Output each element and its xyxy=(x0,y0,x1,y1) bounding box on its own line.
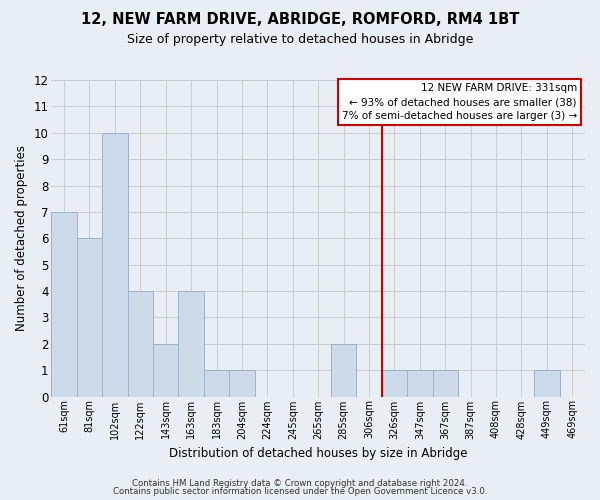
Text: Contains HM Land Registry data © Crown copyright and database right 2024.: Contains HM Land Registry data © Crown c… xyxy=(132,478,468,488)
Bar xyxy=(229,370,254,396)
Bar xyxy=(433,370,458,396)
Bar xyxy=(407,370,433,396)
Bar xyxy=(52,212,77,396)
Bar xyxy=(153,344,178,397)
Bar xyxy=(331,344,356,397)
Bar xyxy=(102,133,128,396)
Bar xyxy=(534,370,560,396)
X-axis label: Distribution of detached houses by size in Abridge: Distribution of detached houses by size … xyxy=(169,447,467,460)
Text: 12 NEW FARM DRIVE: 331sqm
← 93% of detached houses are smaller (38)
7% of semi-d: 12 NEW FARM DRIVE: 331sqm ← 93% of detac… xyxy=(342,83,577,121)
Bar xyxy=(128,291,153,397)
Bar xyxy=(77,238,102,396)
Bar xyxy=(204,370,229,396)
Text: Size of property relative to detached houses in Abridge: Size of property relative to detached ho… xyxy=(127,32,473,46)
Bar xyxy=(382,370,407,396)
Bar xyxy=(178,291,204,397)
Text: Contains public sector information licensed under the Open Government Licence v3: Contains public sector information licen… xyxy=(113,487,487,496)
Y-axis label: Number of detached properties: Number of detached properties xyxy=(15,146,28,332)
Text: 12, NEW FARM DRIVE, ABRIDGE, ROMFORD, RM4 1BT: 12, NEW FARM DRIVE, ABRIDGE, ROMFORD, RM… xyxy=(81,12,519,28)
